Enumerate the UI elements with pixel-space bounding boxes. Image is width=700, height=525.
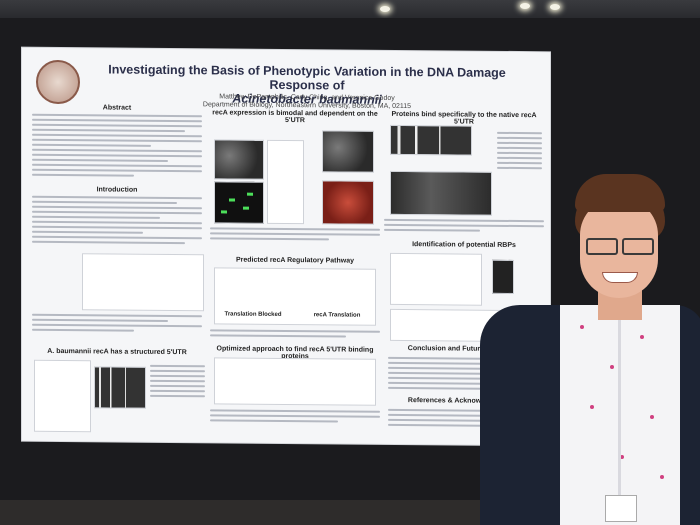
section-abstract: Abstract	[102, 104, 132, 112]
introduction-text	[32, 195, 202, 247]
intro-figure	[82, 253, 204, 312]
red-fluorescence-image	[322, 180, 374, 225]
title-line-1: Investigating the Basis of Phenotypic Va…	[108, 62, 506, 93]
utr-diagram	[267, 139, 304, 225]
label-reca-translation: recA Translation	[313, 312, 361, 319]
fluorescence-image	[214, 181, 264, 224]
poster: Investigating the Basis of Phenotypic Va…	[22, 47, 550, 446]
approach-caption	[210, 409, 380, 425]
lanyard	[618, 320, 621, 500]
section-reca-expression: recA expression is bimodal and dependent…	[212, 109, 378, 125]
rbp-chart	[390, 252, 482, 306]
ceiling-light	[380, 6, 390, 12]
microscopy-image	[214, 139, 264, 180]
university-seal-icon	[36, 59, 80, 105]
label-translation-blocked: Translation Blocked	[224, 311, 282, 318]
hair-top	[575, 174, 665, 212]
utr-structure-figure	[34, 359, 91, 433]
name-badge	[605, 495, 637, 522]
smile	[602, 272, 638, 283]
gel-figure	[94, 366, 146, 409]
binding-gel-top	[390, 124, 472, 156]
glasses-icon	[586, 238, 654, 255]
binding-gel-bottom	[390, 170, 492, 216]
presenter	[480, 160, 700, 525]
pathway-caption	[210, 329, 380, 340]
ceiling-light	[550, 4, 560, 10]
structured-text	[150, 364, 205, 400]
approach-diagram	[214, 357, 376, 406]
section-introduction: Introduction	[96, 186, 138, 194]
expression-caption	[210, 227, 380, 243]
ceiling-light	[520, 3, 530, 9]
section-structured-utr: A. baumannii recA has a structured 5'UTR	[47, 347, 187, 357]
abstract-text	[32, 113, 202, 180]
section-pathway: Predicted recA Regulatory Pathway	[235, 256, 354, 265]
intro-text-2	[32, 313, 202, 335]
microscopy-image-b	[322, 130, 374, 173]
section-protein-binding: Proteins bind specifically to the native…	[391, 110, 537, 126]
